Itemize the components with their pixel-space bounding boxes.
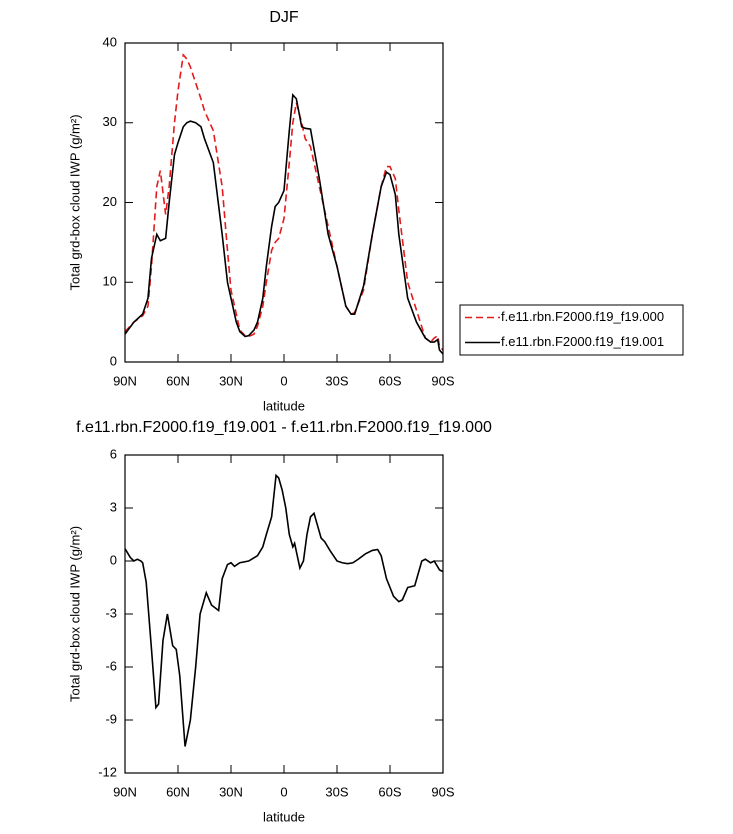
x-tick-label: 60N bbox=[166, 373, 190, 388]
y-axis-label: Total grd-box cloud IWP (g/m²) bbox=[67, 114, 82, 290]
data-line bbox=[124, 92, 444, 355]
y-axis-label: Total grd-box cloud IWP (g/m²) bbox=[67, 526, 82, 702]
plot-frame bbox=[124, 42, 444, 363]
y-tick-label: 20 bbox=[103, 194, 117, 209]
data-line bbox=[124, 53, 444, 351]
chart-title: DJF bbox=[269, 9, 299, 26]
y-tick-label: -9 bbox=[105, 711, 117, 726]
x-tick-label: 90S bbox=[431, 784, 454, 799]
legend-box bbox=[459, 304, 684, 356]
y-tick-label: 30 bbox=[103, 114, 117, 129]
y-tick-label: 40 bbox=[103, 34, 117, 49]
y-tick-label: 6 bbox=[110, 446, 117, 461]
y-tick-label: 10 bbox=[103, 274, 117, 289]
x-tick-label: 0 bbox=[280, 784, 287, 799]
x-axis-label: latitude bbox=[263, 809, 305, 824]
x-tick-label: 30S bbox=[325, 373, 348, 388]
y-tick-label: 0 bbox=[110, 353, 117, 368]
x-tick-label: 90S bbox=[431, 373, 454, 388]
x-tick-label: 90N bbox=[113, 373, 137, 388]
x-tick-label: 90N bbox=[113, 784, 137, 799]
y-tick-label: -3 bbox=[105, 605, 117, 620]
x-tick-label: 30N bbox=[219, 373, 243, 388]
chart-title: f.e11.rbn.F2000.f19_f19.001 - f.e11.rbn.… bbox=[76, 419, 492, 436]
x-axis-label: latitude bbox=[263, 398, 305, 413]
y-tick-label: -12 bbox=[98, 764, 117, 779]
x-tick-label: 0 bbox=[280, 373, 287, 388]
legend-label: f.e11.rbn.F2000.f19_f19.001 bbox=[501, 334, 664, 349]
y-tick-label: 3 bbox=[110, 499, 117, 514]
x-tick-label: 60S bbox=[378, 373, 401, 388]
x-tick-label: 60S bbox=[378, 784, 401, 799]
x-tick-label: 30S bbox=[325, 784, 348, 799]
x-tick-label: 30N bbox=[219, 784, 243, 799]
y-tick-label: -6 bbox=[105, 658, 117, 673]
data-line bbox=[124, 473, 444, 747]
plot-frame bbox=[124, 454, 444, 774]
y-tick-label: 0 bbox=[110, 552, 117, 567]
legend-label: f.e11.rbn.F2000.f19_f19.000 bbox=[501, 309, 664, 324]
x-tick-label: 60N bbox=[166, 784, 190, 799]
